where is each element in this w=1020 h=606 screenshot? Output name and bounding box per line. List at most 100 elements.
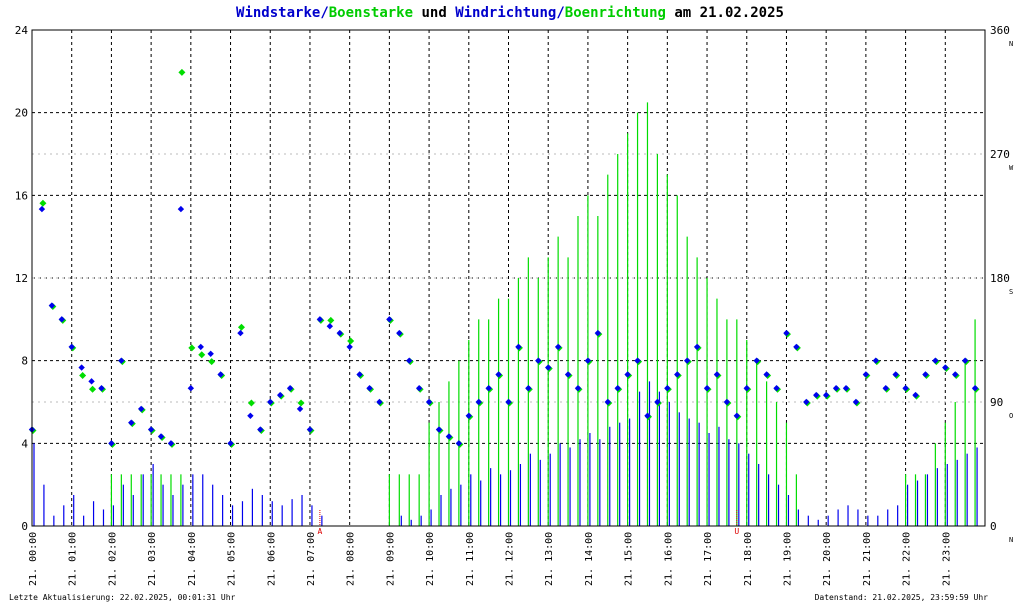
wind-direction-point xyxy=(406,357,413,364)
title-boenrichtung: Boenrichtung xyxy=(564,5,666,21)
grid xyxy=(32,30,985,526)
x-tick-label: 21. 13:00 xyxy=(544,532,555,586)
wind-direction-point xyxy=(455,440,463,447)
gust-direction-point xyxy=(188,344,196,352)
wind-direction-point xyxy=(435,426,443,433)
wind-direction-point xyxy=(952,371,959,378)
wind-direction-point xyxy=(267,398,274,406)
wind-direction-point xyxy=(634,357,641,364)
wind-strength-lines xyxy=(33,381,978,526)
wind-direction-point xyxy=(227,440,234,447)
wind-direction-point xyxy=(78,364,85,371)
y-right-tick-label: 0 xyxy=(990,520,997,533)
wind-direction-point xyxy=(147,426,155,433)
wind-direction-points xyxy=(28,205,979,447)
wind-direction-point xyxy=(971,385,979,392)
wind-direction-point xyxy=(614,385,621,392)
title-slash-1: / xyxy=(320,5,329,21)
wind-direction-point xyxy=(157,433,165,440)
wind-direction-point xyxy=(465,412,472,419)
wind-direction-point xyxy=(564,371,572,378)
wind-direction-point xyxy=(683,357,691,364)
gust-strength-bars xyxy=(110,102,976,526)
title-slash-2: / xyxy=(556,5,565,21)
x-tick-label: 21. 01:00 xyxy=(68,532,79,586)
wind-direction-point xyxy=(832,385,840,392)
compass-label: W xyxy=(1009,164,1014,172)
compass-label: O xyxy=(1009,412,1013,420)
wind-direction-point xyxy=(415,385,423,392)
wind-direction-point xyxy=(108,440,115,447)
event-marker-label: A xyxy=(317,527,322,536)
wind-direction-point xyxy=(336,329,343,337)
wind-direction-point xyxy=(98,385,105,392)
title-und: und xyxy=(413,5,456,21)
y-right-tick-label: 90 xyxy=(990,396,1003,409)
wind-direction-point xyxy=(733,412,741,419)
gust-direction-point xyxy=(327,316,335,324)
wind-direction-point xyxy=(624,371,631,378)
wind-direction-point xyxy=(554,343,562,351)
y-right-tick-label: 360 xyxy=(990,24,1010,37)
y-left-tick-label: 20 xyxy=(15,107,28,120)
wind-direction-point xyxy=(773,385,780,392)
x-tick-label: 21. 16:00 xyxy=(663,532,674,586)
wind-direction-point xyxy=(693,343,701,351)
wind-direction-point xyxy=(386,316,393,323)
plot-border xyxy=(31,29,986,527)
gust-direction-point xyxy=(208,358,216,366)
wind-direction-point xyxy=(783,329,790,337)
wind-direction-point xyxy=(922,371,929,378)
wind-direction-point xyxy=(207,350,214,357)
x-tick-label: 21. 21:00 xyxy=(862,532,873,586)
wind-direction-point xyxy=(396,329,403,337)
wind-direction-point xyxy=(187,385,195,392)
x-tick-label: 21. 09:00 xyxy=(385,532,396,586)
gust-direction-point xyxy=(347,337,355,345)
x-tick-label: 21. 20:00 xyxy=(822,532,833,586)
wind-direction-point xyxy=(286,385,294,392)
wind-direction-point xyxy=(882,385,889,392)
wind-direction-point xyxy=(803,398,810,406)
wind-direction-point xyxy=(664,385,671,392)
wind-direction-point xyxy=(604,398,611,406)
x-tick-label: 21. 17:00 xyxy=(703,532,714,586)
wind-direction-point xyxy=(912,391,919,399)
wind-direction-point xyxy=(346,343,353,351)
x-tick-label: 21. 23:00 xyxy=(941,532,952,586)
title-date: am 21.02.2025 xyxy=(665,5,784,21)
wind-direction-point xyxy=(822,391,830,399)
wind-direction-point xyxy=(128,419,135,426)
wind-direction-point xyxy=(58,316,65,323)
wind-direction-point xyxy=(68,343,75,351)
wind-direction-point xyxy=(644,412,651,419)
compass-label: N xyxy=(1009,40,1013,48)
chart-title: Windstarke/Boenstarke und Windrichtung/B… xyxy=(0,5,1020,21)
wind-direction-point xyxy=(376,398,383,406)
gust-direction-point xyxy=(237,323,245,331)
wind-direction-point xyxy=(674,371,681,378)
x-tick-label: 21. 11:00 xyxy=(465,532,476,586)
wind-direction-point xyxy=(902,385,909,392)
wind-direction-point xyxy=(306,426,314,433)
wind-direction-point xyxy=(217,371,224,378)
x-tick-label: 21. 18:00 xyxy=(743,532,754,586)
wind-direction-point xyxy=(197,343,204,351)
wind-direction-point xyxy=(535,357,542,364)
y-left-tick-label: 0 xyxy=(21,520,28,533)
wind-direction-point xyxy=(296,405,304,413)
wind-direction-point xyxy=(932,357,939,364)
wind-direction-point xyxy=(505,398,512,406)
wind-direction-point xyxy=(525,385,532,392)
wind-direction-point xyxy=(703,385,711,392)
wind-direction-point xyxy=(793,343,800,351)
x-tick-label: 21. 15:00 xyxy=(624,532,635,586)
wind-direction-point xyxy=(743,385,750,392)
x-tick-label: 21. 06:00 xyxy=(266,532,277,586)
x-tick-label: 21. 08:00 xyxy=(346,532,357,586)
gust-direction-point xyxy=(198,351,206,359)
wind-direction-point xyxy=(763,371,770,378)
gust-direction-point xyxy=(247,399,255,407)
wind-direction-point xyxy=(137,405,145,413)
